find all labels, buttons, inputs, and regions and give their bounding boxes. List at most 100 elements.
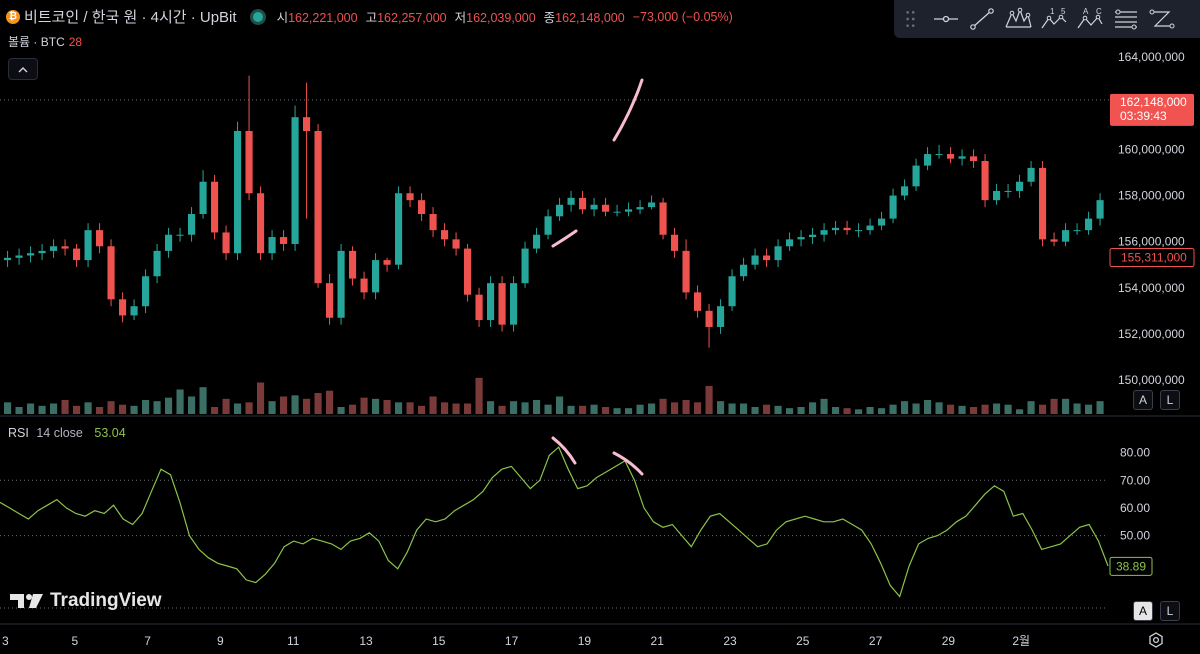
candle	[1016, 174, 1024, 198]
volume-bar	[487, 401, 495, 414]
candle-body	[360, 278, 368, 293]
market-status-icon[interactable]	[252, 11, 263, 22]
volume-bar	[993, 403, 1001, 414]
price-tick-label: 156,000,000	[1118, 235, 1185, 249]
candle-body	[464, 248, 472, 295]
last-price-badge	[1110, 93, 1194, 126]
candle	[280, 230, 288, 251]
candle-body	[73, 248, 81, 261]
drag-grip-icon[interactable]	[904, 9, 918, 29]
volume-bar	[222, 398, 230, 414]
volume-bar	[1085, 404, 1093, 414]
trend-line-button[interactable]	[964, 4, 1000, 34]
path-button[interactable]	[1144, 4, 1180, 34]
volume-bar	[4, 402, 12, 414]
candle	[947, 147, 955, 164]
volume-bar	[671, 402, 679, 414]
volume-bar	[866, 407, 874, 414]
candle-body	[383, 260, 391, 265]
volume-bar	[751, 407, 759, 414]
volume-bar	[970, 407, 978, 414]
volume-bar	[556, 396, 564, 414]
annotation-arc	[551, 229, 578, 248]
tradingview-logo-icon	[10, 594, 43, 608]
annotation-arc	[551, 436, 577, 465]
candle	[855, 223, 863, 238]
volume-bar	[843, 408, 851, 414]
candle-body	[153, 250, 161, 277]
symbol-legend: ₿ 비트코인 / 한국 원 · 4시간 · UpBit 시162,221,000…	[6, 6, 733, 27]
price-tick-label: 158,000,000	[1118, 189, 1185, 203]
candle	[429, 207, 437, 238]
price-tick-label: 154,000,000	[1118, 281, 1185, 295]
rsi-log-scale-button[interactable]: L	[1160, 601, 1180, 621]
auto-scale-button[interactable]: A	[1133, 390, 1153, 410]
fib-retracement-button[interactable]	[1108, 4, 1144, 34]
candle-body	[728, 276, 736, 307]
candle	[119, 292, 127, 323]
volume-bar	[498, 405, 506, 414]
candle	[970, 149, 978, 168]
elliott-label-5: 5	[1061, 7, 1066, 16]
rsi-tick-label: 60.00	[1120, 501, 1150, 515]
pattern-button[interactable]	[1000, 4, 1036, 34]
chevron-up-icon	[18, 66, 28, 73]
candle-body	[740, 264, 748, 277]
price-tick-label: 164,000,000	[1118, 50, 1185, 64]
time-tick-label: 3	[2, 634, 9, 648]
candle	[613, 204, 621, 217]
candle	[153, 243, 161, 284]
volume-bar	[579, 405, 587, 414]
symbol-title[interactable]: 비트코인 / 한국 원 · 4시간 · UpBit	[24, 9, 237, 26]
candle	[1096, 193, 1104, 226]
candle-body	[291, 117, 299, 244]
candle	[797, 230, 805, 247]
time-tick-label: 21	[651, 634, 665, 648]
candle-body	[61, 246, 69, 249]
log-scale-button[interactable]: L	[1160, 390, 1180, 410]
candle	[682, 239, 690, 300]
rsi-auto-scale-button[interactable]: A	[1133, 601, 1153, 621]
candle-body	[38, 250, 46, 254]
time-tick-label: 13	[359, 634, 373, 648]
volume-bar	[958, 405, 966, 414]
volume-bar	[981, 404, 989, 414]
candle-body	[1062, 230, 1070, 242]
volume-bar	[395, 402, 403, 414]
candle	[763, 248, 771, 268]
path-icon	[1149, 9, 1175, 29]
volume-value: 28	[68, 35, 83, 49]
annotation-arc	[612, 451, 644, 476]
candle-body	[521, 248, 529, 284]
candle-body	[843, 227, 851, 231]
candle-body	[1016, 181, 1024, 191]
volume-bar	[464, 403, 472, 414]
pattern-icon	[1005, 7, 1032, 28]
tradingview-logo[interactable]: TradingView	[10, 590, 162, 612]
candle-body	[636, 207, 644, 210]
horizontal-ray-button[interactable]	[928, 4, 964, 34]
candle	[50, 239, 58, 258]
abcd-label-c: C	[1096, 7, 1102, 16]
rsi-legend[interactable]: RSI 14 close 53.04	[8, 426, 126, 440]
time-tick-label: 11	[287, 634, 300, 648]
last-price-badge-value: 162,148,000	[1120, 95, 1187, 109]
candle	[383, 257, 391, 272]
candle	[291, 105, 299, 251]
candle-body	[855, 230, 863, 232]
volume-bar	[107, 401, 115, 414]
candle	[234, 121, 242, 261]
candle	[303, 82, 311, 219]
volume-bar	[1039, 404, 1047, 414]
candle	[1073, 223, 1081, 235]
candle	[15, 248, 23, 265]
volume-legend[interactable]: 볼륨 · BTC 28	[8, 33, 82, 50]
collapse-legend-button[interactable]	[8, 58, 38, 80]
candle-body	[717, 306, 725, 327]
candle	[38, 243, 46, 261]
candle	[487, 276, 495, 327]
settings-gear-icon[interactable]	[1148, 632, 1164, 648]
